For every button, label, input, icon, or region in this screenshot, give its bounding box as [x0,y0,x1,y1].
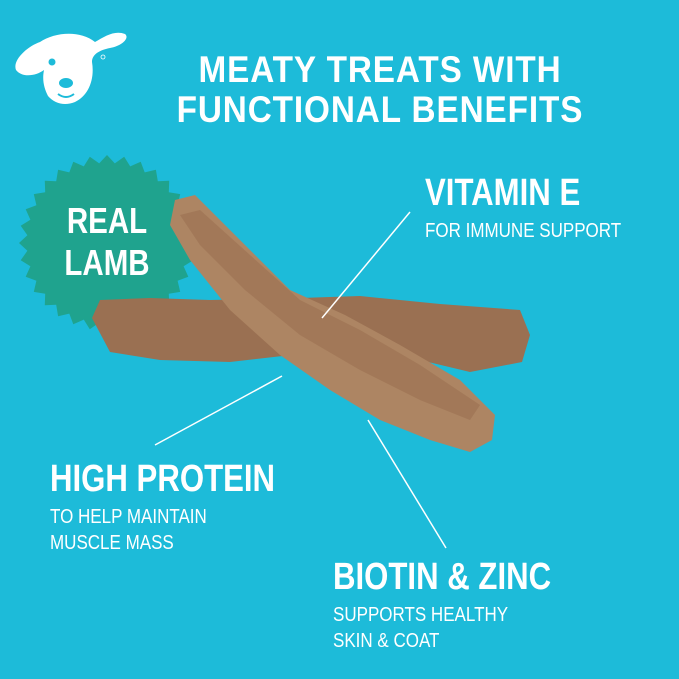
headline-line-1: MEATY TREATS WITH [198,49,562,90]
callout-high-protein: HIGH PROTEIN TO HELP MAINTAIN MUSCLE MAS… [50,458,324,556]
headline-line-2: FUNCTIONAL BENEFITS [176,89,584,130]
callout-heading: BIOTIN & ZINC [333,556,552,598]
badge-label: REAL LAMB [47,200,167,284]
real-lamb-badge [19,155,195,331]
badge-line-2: LAMB [64,242,150,283]
treat-image [92,195,530,452]
callout-vitamin-e: VITAMIN E FOR IMMUNE SUPPORT [425,172,656,244]
callout-biotin-zinc: BIOTIN & ZINC SUPPORTS HEALTHY SKIN & CO… [333,556,599,654]
callout-line-biotin-zinc [367,419,447,549]
callout-heading: HIGH PROTEIN [50,458,276,500]
callout-text: SKIN & COAT [333,630,440,652]
callout-text: FOR IMMUNE SUPPORT [425,220,622,242]
callout-text: MUSCLE MASS [50,532,174,554]
callout-text: SUPPORTS HEALTHY [333,604,509,626]
callout-line-high-protein [154,375,283,446]
callout-line-vitamin-e [321,211,411,319]
callout-heading: VITAMIN E [425,172,581,214]
badge-line-1: REAL [66,200,148,241]
callout-text: TO HELP MAINTAIN [50,506,207,528]
dog-head-logo-icon [15,32,127,104]
headline: MEATY TREATS WITH FUNCTIONAL BENEFITS [110,50,650,130]
